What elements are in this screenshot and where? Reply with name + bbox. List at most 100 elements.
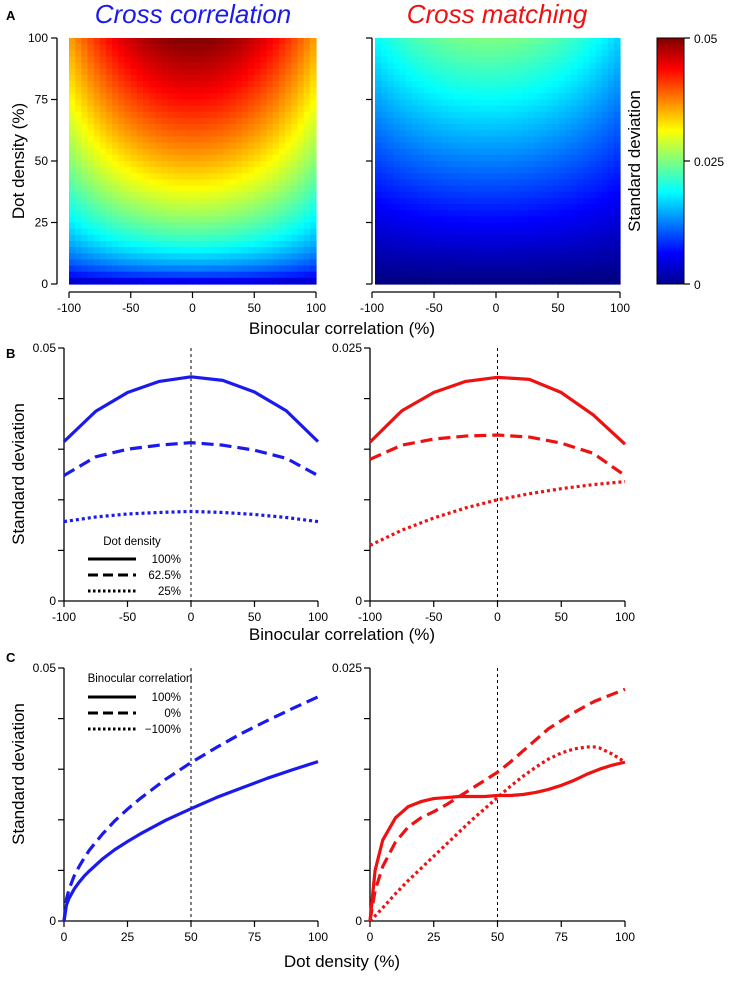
heatmap-cell (571, 222, 578, 230)
heatmap-cell (143, 105, 150, 113)
heatmap-cell (393, 44, 401, 51)
heatmap-cell (479, 62, 486, 70)
heatmap-cell (399, 253, 407, 260)
heatmap-cell (503, 167, 511, 174)
heatmap-cell (607, 130, 615, 137)
heatmap-cell (173, 259, 181, 267)
heatmap-cell (448, 197, 456, 205)
heatmap-cell (424, 136, 431, 144)
heatmap-cell (430, 271, 437, 279)
heatmap-cell (497, 136, 505, 144)
heatmap-cell (442, 253, 450, 260)
heatmap-cell (198, 228, 206, 236)
heatmap-cell (130, 259, 138, 267)
heatmap-cell (272, 222, 280, 230)
heatmap-cell (130, 142, 138, 150)
heatmap-cell (583, 271, 590, 279)
heatmap-cell (143, 234, 150, 242)
heatmap-cell (571, 228, 578, 236)
heatmap-cell (81, 154, 89, 162)
heatmap-cell (254, 44, 262, 51)
heatmap-cell (473, 105, 480, 113)
heatmap-cell (81, 99, 89, 107)
c-cc-x-tick-label: 75 (248, 930, 262, 944)
heatmap-cell (223, 93, 231, 101)
heatmap-cell (309, 62, 317, 70)
heatmap-cell (155, 253, 163, 260)
heatmap-cell (491, 154, 499, 162)
heatmap-cell (430, 142, 437, 150)
heatmap-cell (442, 161, 450, 168)
heatmap-cell (136, 271, 144, 279)
heatmap-cell (99, 185, 107, 193)
heatmap-cell (136, 265, 144, 273)
heatmap-cell (297, 247, 305, 254)
heatmap-cell (375, 136, 382, 144)
heatmap-cell (130, 62, 138, 70)
heatmap-cell (424, 87, 431, 94)
heatmap-cell (564, 105, 572, 113)
heatmap-cell (595, 148, 603, 156)
heatmap-cell (571, 105, 578, 113)
heatmap-cell (173, 124, 181, 131)
heatmap-cell (528, 154, 535, 162)
heatmap-cell (173, 142, 181, 150)
heatmap-cell (375, 167, 382, 174)
heatmap-cell (278, 265, 286, 273)
heatmap-cell (75, 173, 82, 181)
heatmap-cell (217, 216, 224, 224)
heatmap-cell (393, 62, 401, 70)
heatmap-cell (235, 247, 243, 254)
heatmap-cell (186, 234, 194, 242)
heatmap-cell (552, 277, 560, 285)
heatmap-cell (405, 185, 413, 193)
heatmap-cell (93, 56, 101, 64)
heatmap-cell (577, 161, 584, 168)
heatmap-cell (497, 247, 505, 254)
heatmap-cell (118, 173, 126, 181)
heatmap-cell (93, 247, 101, 254)
heatmap-cell (417, 56, 425, 64)
heatmap-cell (155, 50, 163, 58)
heatmap-cell (534, 105, 541, 113)
heatmap-cell (285, 271, 292, 279)
heatmap-cell (248, 253, 255, 260)
heatmap-cell (173, 277, 181, 285)
heatmap-cell (571, 173, 578, 181)
heatmap-cell (229, 99, 237, 107)
heatmap-cell (399, 38, 407, 45)
heatmap-cell (204, 161, 212, 168)
heatmap-cell (106, 142, 113, 150)
heatmap-cell (149, 142, 157, 150)
heatmap-cell (235, 191, 243, 199)
heatmap-cell (503, 93, 511, 101)
heatmap-cell (601, 111, 609, 119)
heatmap-cell (186, 148, 194, 156)
heatmap-cell (167, 210, 175, 217)
heatmap-cell (136, 216, 144, 224)
heatmap-cell (136, 93, 144, 101)
heatmap-cell (204, 179, 212, 187)
heatmap-cell (266, 99, 274, 107)
heatmap-cell (278, 87, 286, 94)
heatmap-cell (460, 142, 468, 150)
heatmap-cell (106, 234, 113, 242)
heatmap-cell (613, 148, 621, 156)
heatmap-cell (375, 93, 382, 101)
heatmap-cell (436, 179, 443, 187)
heatmap-cell (69, 271, 76, 279)
heatmap-cell (448, 161, 456, 168)
heatmap-cell (503, 179, 511, 187)
heatmap-cell (497, 234, 505, 242)
heatmap-cell (436, 44, 443, 51)
heatmap-cell (491, 247, 499, 254)
heatmap-cell (479, 38, 486, 45)
heatmap-cell (479, 265, 486, 273)
heatmap-cell (211, 111, 218, 119)
heatmap-cell (118, 167, 126, 174)
heatmap-cell (607, 191, 615, 199)
heatmap-cell (303, 130, 311, 137)
heatmap-cell (99, 68, 107, 76)
heatmap-cell (442, 105, 450, 113)
heatmap-cell (564, 56, 572, 64)
